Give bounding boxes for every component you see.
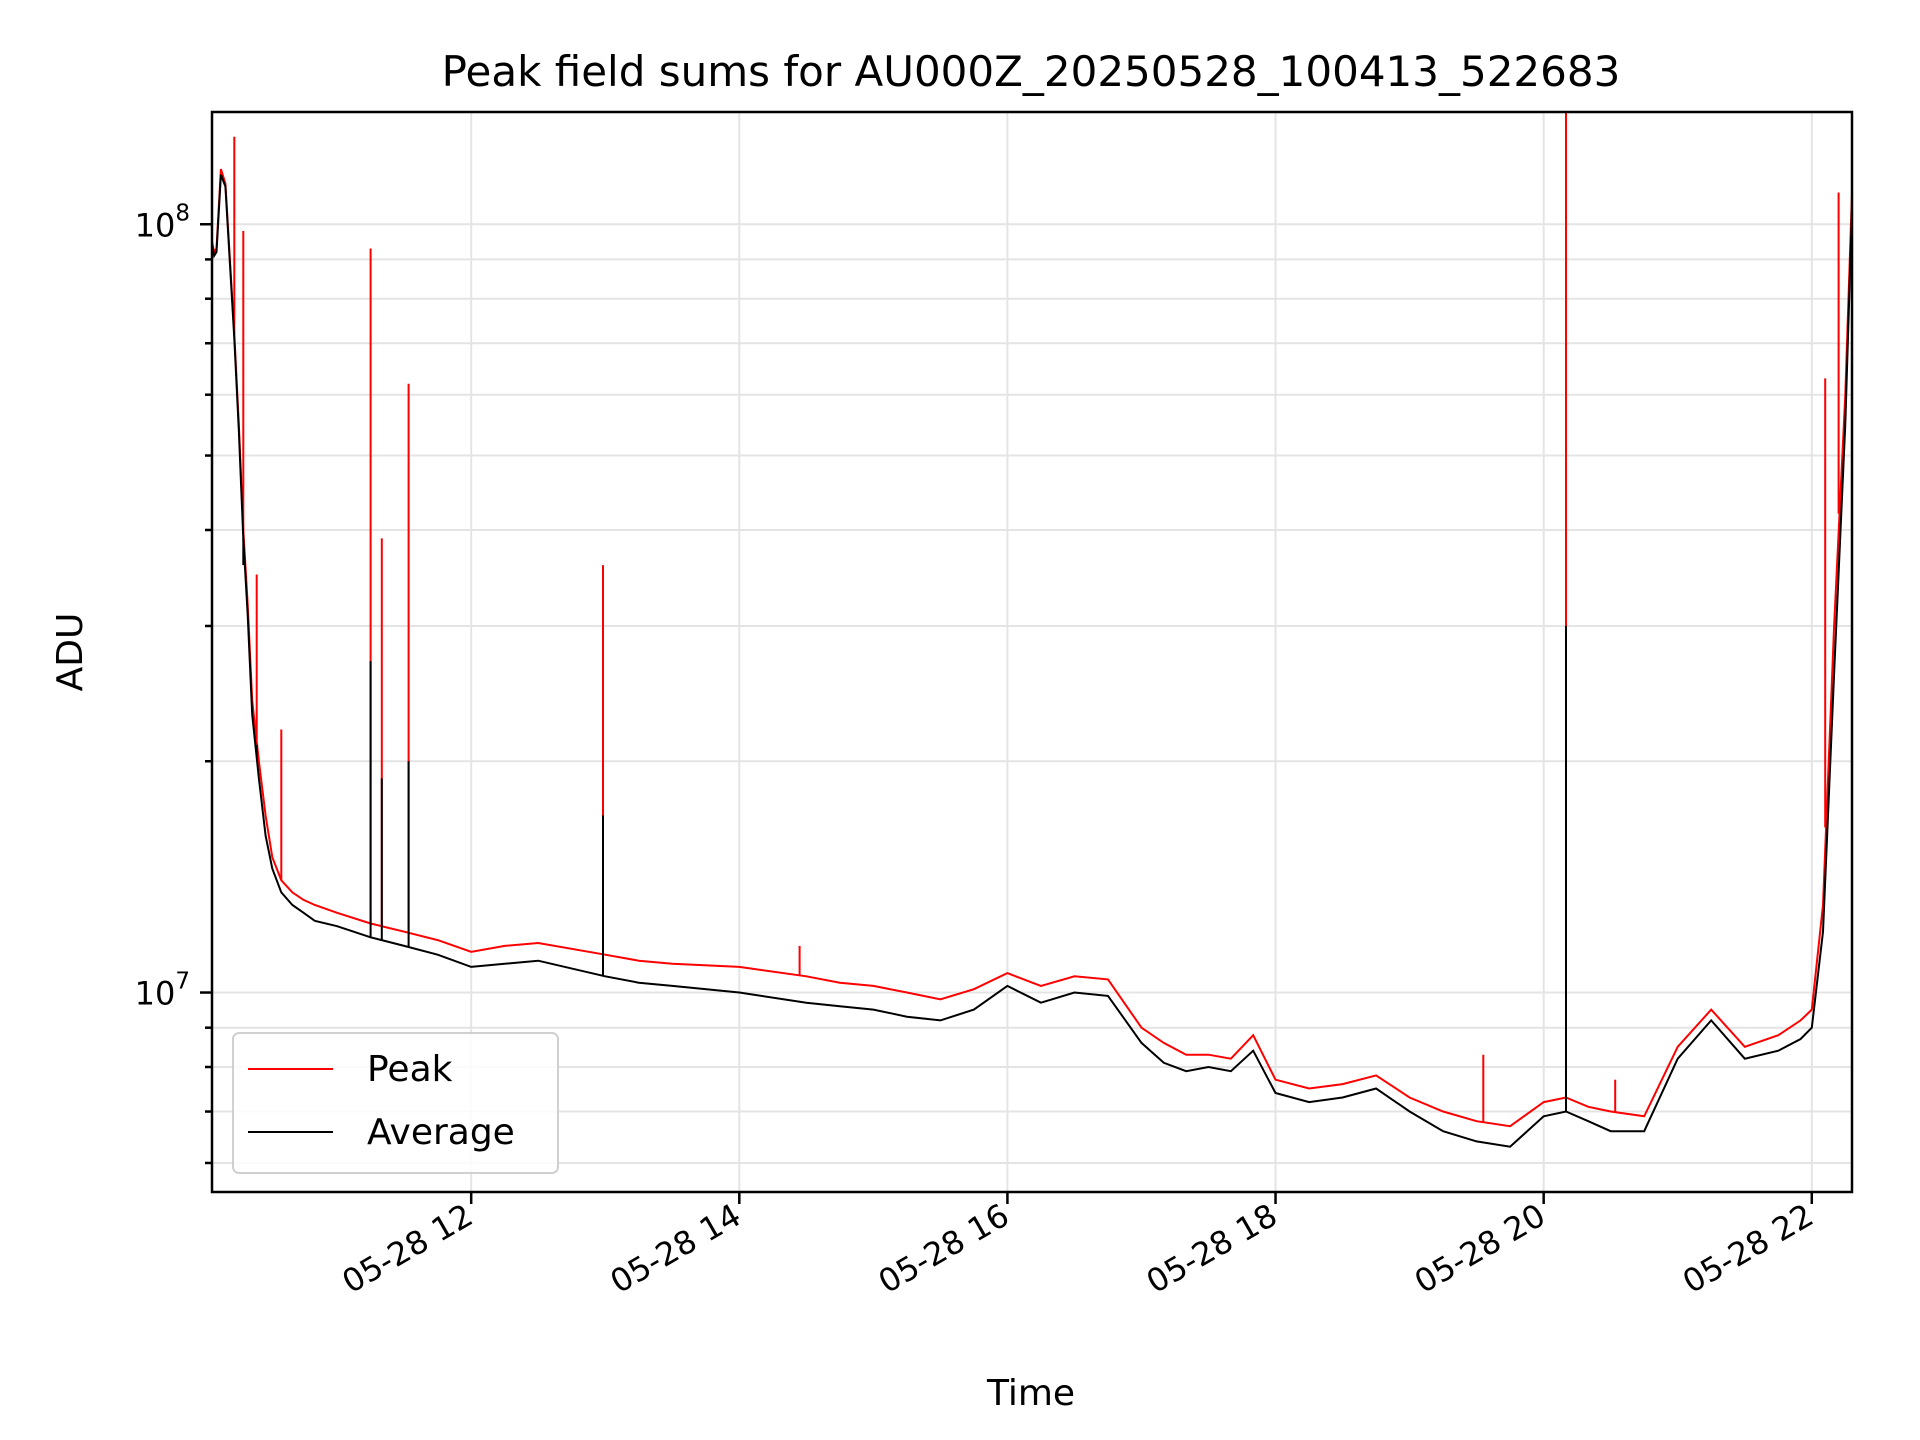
plot-frame — [210, 110, 1854, 1194]
y-axis-label: ADU — [50, 613, 91, 692]
legend-label-average: Average — [367, 1112, 515, 1153]
series-line-average — [212, 174, 1852, 1148]
chart-title: Peak field sums for AU000Z_20250528_1004… — [442, 47, 1621, 96]
legend-label-peak: Peak — [367, 1049, 453, 1090]
series-line-peak — [212, 168, 1852, 1128]
x-axis-label: Time — [986, 1373, 1075, 1414]
plot-area — [212, 112, 1852, 1148]
y-tick-exponent: 7 — [175, 969, 190, 995]
y-tick-base: 10 — [135, 206, 176, 244]
y-tick-exponent: 8 — [175, 200, 190, 226]
y-tick-base: 10 — [135, 975, 176, 1013]
legend: Peak Average — [232, 1032, 559, 1174]
spikes-average — [242, 538, 1567, 1112]
y-tick-label: 107 — [135, 969, 190, 1013]
y-tick-label: 108 — [135, 200, 190, 244]
